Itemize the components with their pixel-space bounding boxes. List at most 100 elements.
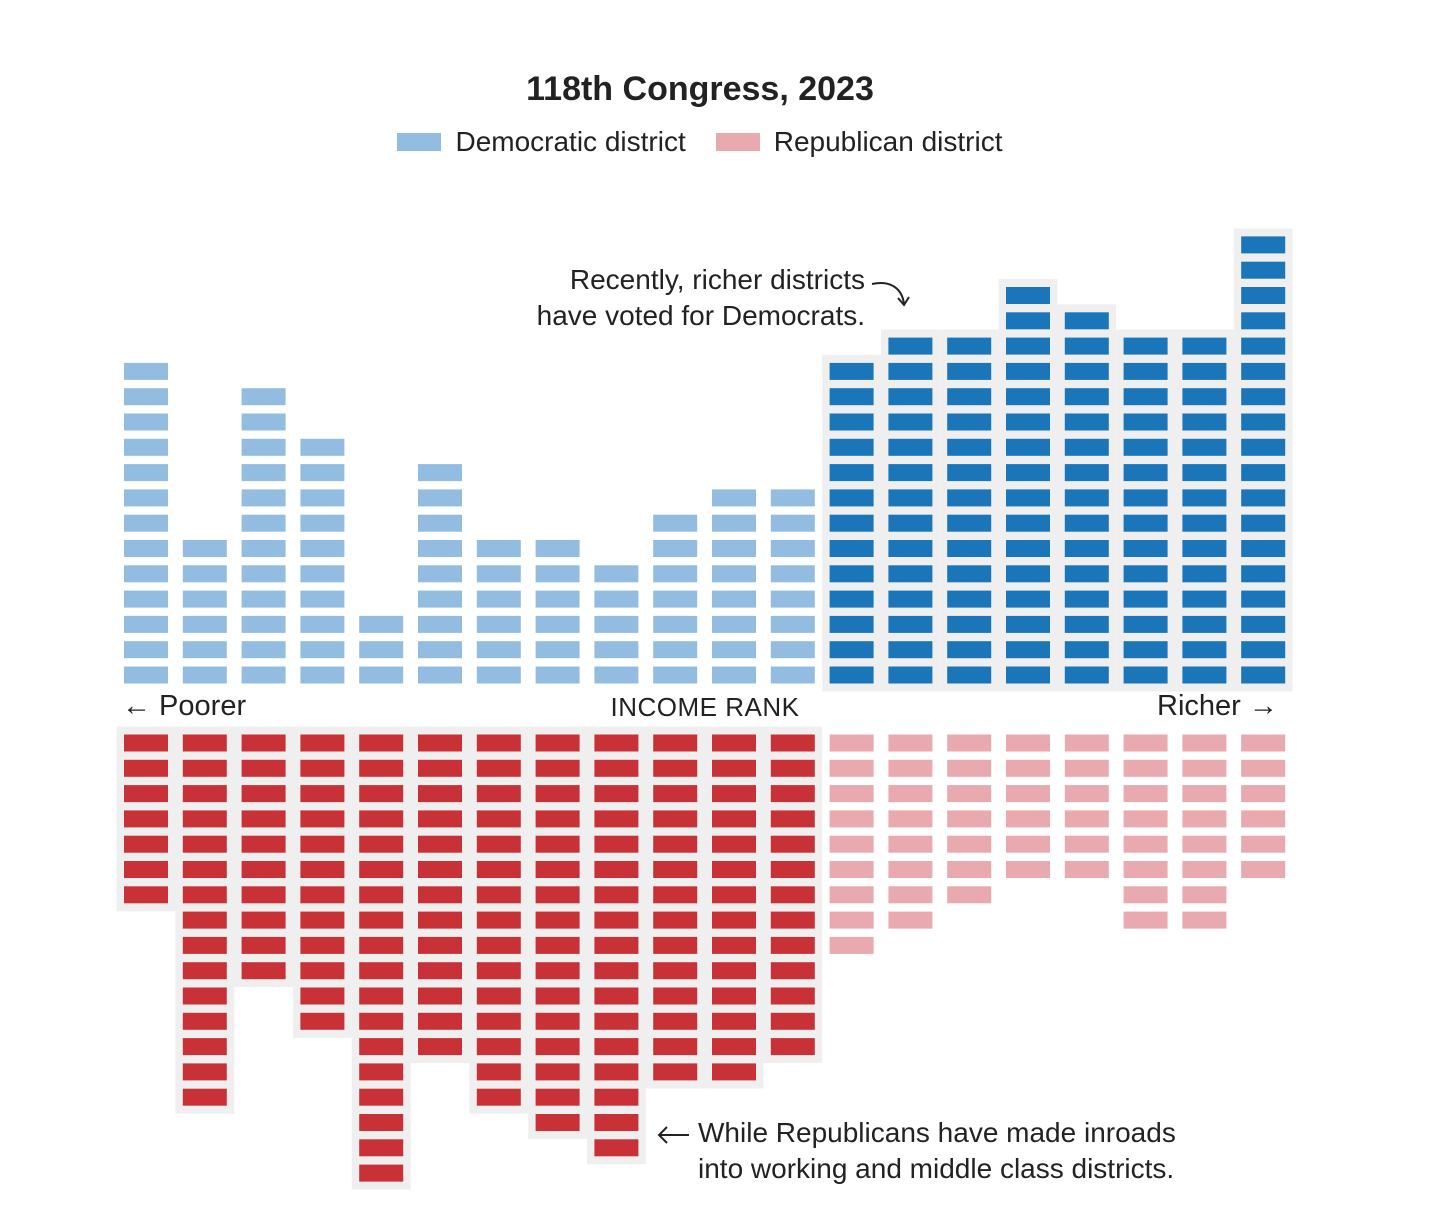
- rep-district-cell: [476, 987, 521, 1005]
- dem-district-cell: [712, 666, 756, 684]
- dem-district-cell: [947, 337, 992, 355]
- dem-district-cell: [476, 590, 521, 608]
- rep-district-cell: [124, 886, 168, 904]
- dem-district-cell: [770, 489, 815, 507]
- rep-district-cell: [1241, 835, 1286, 853]
- rep-district-cell: [770, 759, 815, 777]
- dem-district-cell: [1123, 337, 1168, 355]
- rep-district-cell: [182, 1038, 227, 1056]
- rep-district-cell: [653, 1063, 698, 1081]
- rep-district-cell: [182, 1088, 227, 1106]
- rep-district-cell: [947, 861, 992, 878]
- rep-district-cell: [182, 886, 227, 904]
- rep-district-cell: [418, 987, 462, 1005]
- dem-district-cell: [1006, 590, 1050, 608]
- rep-district-cell: [359, 1114, 404, 1131]
- rep-district-cell: [1241, 861, 1286, 878]
- dem-district-cell: [1241, 312, 1286, 330]
- left-arrow-icon: [657, 1126, 689, 1144]
- dem-district-cell: [1241, 514, 1286, 532]
- dem-district-cell: [1064, 438, 1109, 456]
- dem-district-cell: [124, 590, 168, 608]
- dem-district-cell: [829, 413, 874, 431]
- rep-district-cell: [182, 1012, 227, 1030]
- dem-district-cell: [182, 590, 227, 608]
- dem-district-cell: [653, 514, 698, 532]
- rep-district-cell: [182, 810, 227, 828]
- rep-district-cell: [1064, 734, 1109, 752]
- dem-district-cell: [888, 362, 933, 380]
- rep-district-cell: [418, 785, 462, 803]
- rep-district-cell: [241, 835, 286, 853]
- rep-district-cell: [535, 835, 580, 853]
- dem-district-cell: [1064, 641, 1109, 659]
- dem-district-cell: [1241, 236, 1286, 254]
- dem-district-cell: [947, 590, 992, 608]
- rep-district-cell: [182, 962, 227, 980]
- rep-district-cell: [359, 1038, 404, 1056]
- dem-district-cell: [1006, 514, 1050, 532]
- rep-district-cell: [535, 1114, 580, 1131]
- dem-district-cell: [947, 438, 992, 456]
- rep-district-cell: [1064, 759, 1109, 777]
- dem-district-cell: [1064, 489, 1109, 507]
- rep-district-cell: [770, 734, 815, 752]
- rep-district-cell: [770, 835, 815, 853]
- highlight-bg-rep: [293, 726, 352, 1038]
- dem-district-cell: [1241, 337, 1286, 355]
- rep-district-cell: [594, 861, 639, 878]
- dem-district-cell: [770, 514, 815, 532]
- rep-district-cell: [359, 810, 404, 828]
- dem-district-cell: [300, 464, 345, 482]
- dem-district-cell: [124, 388, 168, 406]
- dem-district-cell: [1241, 615, 1286, 633]
- dem-district-cell: [888, 413, 933, 431]
- dem-district-cell: [1006, 489, 1050, 507]
- dem-district-cell: [1241, 413, 1286, 431]
- dem-district-cell: [947, 565, 992, 583]
- rep-district-cell: [1241, 734, 1286, 752]
- dem-district-cell: [712, 590, 756, 608]
- rep-district-cell: [182, 759, 227, 777]
- rep-district-cell: [300, 785, 345, 803]
- dem-district-cell: [1064, 590, 1109, 608]
- highlight-bg-dem: [1175, 329, 1234, 692]
- rep-district-cell: [1182, 810, 1227, 828]
- rep-district-cell: [712, 1063, 756, 1081]
- legend-item-republican: Republican district: [715, 126, 1003, 158]
- rep-district-cell: [653, 810, 698, 828]
- annotation-republicans: While Republicans have made inroads into…: [698, 1115, 1176, 1187]
- rep-district-cell: [124, 759, 168, 777]
- dem-district-cell: [888, 438, 933, 456]
- dem-district-cell: [1123, 590, 1168, 608]
- dem-district-cell: [1241, 362, 1286, 380]
- dem-district-cell: [712, 641, 756, 659]
- dem-district-cell: [653, 641, 698, 659]
- rep-district-cell: [476, 810, 521, 828]
- rep-district-cell: [535, 1088, 580, 1106]
- highlight-bg-rep: [704, 726, 764, 1089]
- dem-district-cell: [653, 540, 698, 557]
- dem-district-cell: [124, 514, 168, 532]
- rep-district-cell: [594, 886, 639, 904]
- dem-district-cell: [300, 514, 345, 532]
- rep-district-cell: [1123, 911, 1168, 929]
- rep-district-cell: [653, 1012, 698, 1030]
- dem-district-cell: [947, 615, 992, 633]
- rep-district-cell: [182, 987, 227, 1005]
- dem-district-cell: [888, 540, 933, 557]
- dem-district-cell: [476, 540, 521, 557]
- rep-district-cell: [1064, 785, 1109, 803]
- dem-district-cell: [1006, 337, 1050, 355]
- dem-district-cell: [1241, 489, 1286, 507]
- rep-district-cell: [770, 886, 815, 904]
- legend-label-republican: Republican district: [773, 126, 1003, 157]
- rep-district-cell: [300, 987, 345, 1005]
- rep-district-cell: [947, 886, 992, 904]
- dem-district-cell: [300, 489, 345, 507]
- rep-district-cell: [770, 861, 815, 878]
- rep-district-cell: [182, 911, 227, 929]
- rep-district-cell: [124, 734, 168, 752]
- rep-district-cell: [829, 785, 874, 803]
- dem-district-cell: [1064, 514, 1109, 532]
